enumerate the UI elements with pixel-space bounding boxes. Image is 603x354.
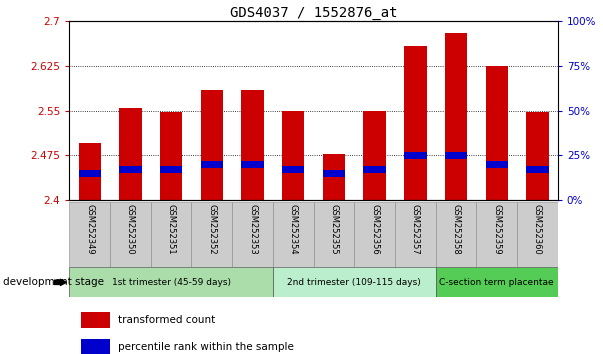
Bar — [445, 33, 467, 200]
Bar — [232, 202, 273, 267]
Text: 2nd trimester (109-115 days): 2nd trimester (109-115 days) — [288, 278, 421, 287]
Text: GSM252355: GSM252355 — [329, 204, 338, 255]
Bar — [364, 111, 386, 200]
Text: GSM252358: GSM252358 — [452, 204, 461, 255]
Bar — [435, 202, 476, 267]
Text: GSM252360: GSM252360 — [533, 204, 542, 255]
Bar — [160, 112, 182, 200]
Text: 1st trimester (45-59 days): 1st trimester (45-59 days) — [112, 278, 230, 287]
Bar — [517, 202, 558, 267]
Bar — [404, 46, 426, 200]
Text: C-section term placentae: C-section term placentae — [440, 278, 554, 287]
Bar — [160, 166, 182, 173]
Text: GSM252350: GSM252350 — [126, 204, 135, 255]
Bar — [282, 111, 305, 200]
Bar — [69, 267, 273, 297]
Bar — [69, 202, 110, 267]
Text: GSM252356: GSM252356 — [370, 204, 379, 255]
Bar — [485, 161, 508, 168]
Bar — [526, 112, 549, 200]
Bar — [354, 202, 395, 267]
Bar — [273, 202, 314, 267]
Bar — [151, 202, 192, 267]
Bar — [323, 170, 345, 177]
Bar — [241, 161, 264, 168]
Title: GDS4037 / 1552876_at: GDS4037 / 1552876_at — [230, 6, 397, 20]
Bar — [364, 166, 386, 173]
Bar — [81, 313, 110, 329]
Bar — [435, 267, 558, 297]
Bar — [119, 166, 142, 173]
Bar — [404, 152, 426, 159]
Bar — [282, 166, 305, 173]
Bar — [314, 202, 354, 267]
Bar — [78, 170, 101, 177]
Text: percentile rank within the sample: percentile rank within the sample — [118, 342, 294, 352]
Text: GSM252352: GSM252352 — [207, 204, 216, 255]
Bar — [119, 108, 142, 200]
Bar — [445, 152, 467, 159]
Bar — [110, 202, 151, 267]
Bar — [201, 90, 223, 200]
Text: GSM252359: GSM252359 — [492, 204, 501, 255]
Bar — [78, 143, 101, 200]
Bar — [526, 166, 549, 173]
Bar — [273, 267, 435, 297]
Bar — [241, 90, 264, 200]
Text: GSM252357: GSM252357 — [411, 204, 420, 255]
Text: GSM252351: GSM252351 — [166, 204, 175, 255]
Bar — [476, 202, 517, 267]
Text: GSM252353: GSM252353 — [248, 204, 257, 255]
Text: GSM252354: GSM252354 — [289, 204, 298, 255]
Text: development stage: development stage — [3, 277, 104, 287]
Bar — [201, 161, 223, 168]
Bar — [192, 202, 232, 267]
Text: GSM252349: GSM252349 — [85, 204, 94, 255]
Bar — [323, 154, 345, 200]
Text: transformed count: transformed count — [118, 315, 215, 325]
Bar — [395, 202, 435, 267]
Bar — [81, 339, 110, 354]
Bar — [485, 66, 508, 200]
